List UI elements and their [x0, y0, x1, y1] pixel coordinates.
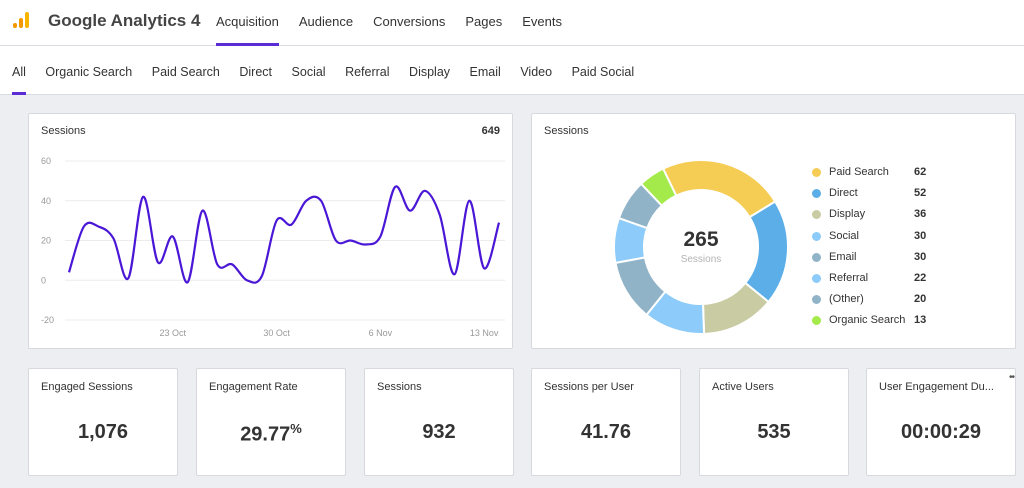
channel-tab-video[interactable]: Video: [520, 65, 553, 79]
legend-value: 52: [914, 187, 927, 200]
kpi-value: 535: [757, 421, 791, 443]
channel-tab-all[interactable]: All: [12, 46, 26, 95]
channel-tab-referral[interactable]: Referral: [345, 65, 390, 79]
donut-center-value: 265: [683, 228, 719, 251]
kpi-card-sessions-per-user: Sessions per User 41.76: [531, 368, 681, 476]
legend-value: 13: [914, 314, 927, 327]
kpi-card-sessions: Sessions 932: [364, 368, 514, 476]
sessions-donut-card: Sessions 265 Sessions Paid Search 62 Direc…: [531, 113, 1016, 349]
legend-label: (Other): [829, 293, 864, 306]
donut-legend: Paid Search 62 Direct 52 Display 36 Social 30 Em…: [812, 165, 932, 335]
kpi-label: Sessions per User: [544, 381, 634, 393]
y-tick-label: 0: [41, 275, 46, 285]
kpi-label: User Engagement Du...: [879, 381, 994, 393]
x-tick-label: 6 Nov: [369, 328, 393, 338]
tab-acquisition[interactable]: Acquisition: [216, 0, 279, 46]
sessions-series-line: [67, 185, 501, 284]
legend-item[interactable]: Organic Search 13: [812, 313, 932, 334]
tab-conversions[interactable]: Conversions: [373, 14, 446, 29]
legend-label: Organic Search: [829, 314, 906, 327]
legend-label: Direct: [829, 187, 858, 200]
main-tabs: Acquisition Audience Conversions Pages E…: [216, 0, 582, 46]
legend-value: 22: [914, 271, 927, 284]
y-tick-label: 40: [41, 196, 51, 206]
kpi-value: 41.76: [580, 421, 632, 443]
legend-value: 30: [914, 229, 927, 242]
legend-item[interactable]: Social 30: [812, 229, 932, 250]
donut-slice: [743, 200, 789, 304]
legend-swatch: [812, 252, 821, 262]
tab-audience[interactable]: Audience: [298, 14, 354, 29]
donut-card-title: Sessions: [544, 125, 589, 137]
donut-slice: [639, 167, 678, 208]
legend-item[interactable]: Direct 52: [812, 186, 932, 207]
kpi-card-engagement-rate: Engagement Rate 29.77%: [196, 368, 346, 476]
legend-label: Email: [829, 250, 857, 263]
channel-tabs: All Organic Search Paid Search Direct So…: [12, 46, 654, 95]
kpi-label: Sessions: [377, 381, 422, 393]
channel-tab-email[interactable]: Email: [469, 65, 501, 79]
legend-label: Social: [829, 229, 859, 242]
sessions-donut-chart[interactable]: [532, 114, 1015, 348]
legend-swatch: [812, 316, 821, 326]
sessions-line-card: Sessions 649 60 40 20 0 -20 23 Oct 30 Oct 6 Nov…: [28, 113, 513, 349]
legend-label: Paid Search: [829, 166, 889, 178]
tab-events[interactable]: Events: [522, 14, 562, 29]
legend-swatch: [812, 168, 821, 177]
tab-pages[interactable]: Pages: [465, 14, 503, 29]
legend-swatch: [812, 189, 821, 199]
ellipsis-icon[interactable]: ••: [1009, 372, 1015, 383]
legend-item[interactable]: Email 30: [812, 250, 932, 271]
channel-tab-organic-search[interactable]: Organic Search: [45, 65, 133, 79]
x-tick-label: 23 Oct: [160, 328, 187, 338]
legend-swatch: [812, 273, 821, 283]
x-tick-label: 13 Nov: [470, 328, 499, 338]
y-tick-label: -20: [41, 315, 54, 325]
channel-tab-display[interactable]: Display: [409, 65, 451, 79]
x-tick-label: 30 Oct: [263, 328, 290, 338]
legend-swatch: [812, 295, 821, 305]
donut-center-label: Sessions: [680, 254, 722, 265]
kpi-card-user-engagement-duration: User Engagement Du... 00:00:29: [866, 368, 1016, 476]
legend-value: 20: [914, 293, 927, 306]
legend-label: Display: [829, 208, 866, 221]
line-card-total: 649: [481, 125, 500, 137]
line-card-title: Sessions: [41, 125, 86, 137]
legend-swatch: [812, 231, 821, 241]
legend-label: Referral: [829, 271, 869, 284]
y-tick-label: 60: [41, 156, 51, 166]
channel-tab-social[interactable]: Social: [291, 65, 326, 79]
kpi-label: Engaged Sessions: [41, 381, 133, 393]
legend-item[interactable]: Paid Search 62: [812, 165, 932, 186]
kpi-label: Engagement Rate: [209, 381, 298, 393]
legend-value: 36: [914, 208, 927, 221]
channel-filter-bar: All Organic Search Paid Search Direct So…: [0, 46, 1024, 95]
legend-value: 62: [914, 166, 927, 178]
legend-item[interactable]: Display 36: [812, 207, 932, 228]
legend-item[interactable]: (Other) 20: [812, 292, 932, 313]
kpi-value: 00:00:29: [900, 421, 982, 443]
channel-tab-paid-search[interactable]: Paid Search: [151, 65, 220, 79]
donut-slice: [661, 159, 777, 219]
analytics-logo-icon: [13, 12, 29, 28]
sessions-line-chart[interactable]: 60 40 20 0 -20 23 Oct 30 Oct 6 Nov 13 Nov: [29, 114, 512, 348]
channel-tab-paid-social[interactable]: Paid Social: [571, 65, 635, 79]
channel-tab-direct[interactable]: Direct: [239, 65, 273, 79]
kpi-label: Active Users: [712, 381, 774, 393]
legend-value: 30: [914, 250, 927, 263]
legend-item[interactable]: Referral 22: [812, 271, 932, 292]
kpi-value-wrapper: 29.77%: [197, 421, 345, 447]
kpi-unit: %: [290, 421, 302, 436]
top-bar: Google Analytics 4 Acquisition Audience …: [0, 0, 1024, 46]
kpi-value: 1,076: [77, 421, 129, 443]
kpi-value: 932: [422, 421, 456, 443]
app-title: Google Analytics 4: [48, 11, 201, 30]
y-tick-label: 20: [41, 236, 51, 246]
kpi-card-engaged-sessions: Engaged Sessions 1,076: [28, 368, 178, 476]
kpi-card-active-users: Active Users 535: [699, 368, 849, 476]
legend-swatch: [812, 210, 821, 220]
kpi-value: 29.77: [240, 423, 291, 446]
